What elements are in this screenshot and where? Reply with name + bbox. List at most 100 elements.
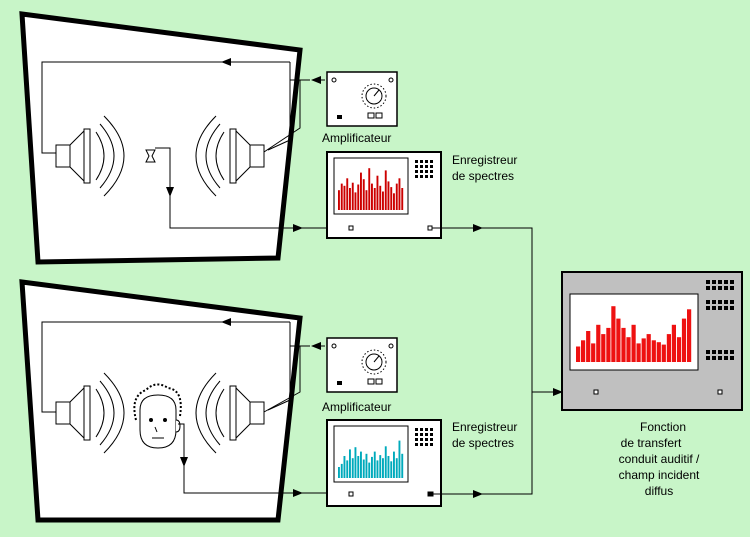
spectrum-bar	[354, 447, 357, 478]
spectrum-bar	[591, 343, 596, 362]
spectrum-bar	[676, 337, 682, 362]
keypad-key	[425, 428, 428, 431]
keypad-key	[425, 438, 428, 441]
spectrum-bar	[390, 187, 393, 210]
spectrum-bar	[401, 453, 404, 478]
spectrum-bar	[365, 190, 368, 210]
keypad-key	[730, 280, 734, 284]
keypad-key	[420, 170, 423, 173]
keypad-key	[712, 286, 716, 290]
spectrum-bar	[398, 178, 401, 210]
keypad-key	[425, 433, 428, 436]
keypad-key	[724, 356, 728, 360]
spectrum-bar	[338, 467, 340, 478]
spectrum-bar	[357, 456, 360, 478]
spectrum-recorder-top	[326, 151, 442, 239]
amplifier-bottom-label: Amplificateur	[322, 400, 392, 414]
loudspeaker-left-top	[55, 115, 125, 197]
keypad-key	[724, 306, 728, 310]
spectrum-bar	[390, 461, 393, 478]
spectrum-bar	[395, 183, 398, 210]
spectrum-bar	[379, 185, 382, 210]
spectrum-bar	[387, 181, 390, 210]
result-label-1: Fonction	[639, 420, 687, 434]
keypad-key	[420, 428, 423, 431]
spectrum-bar	[666, 334, 671, 362]
spectrum-bar	[346, 460, 349, 478]
keypad-key	[718, 300, 722, 304]
spectrum-bar	[360, 172, 362, 210]
head-with-ear-microphone-icon	[133, 383, 182, 449]
keypad-key	[425, 175, 428, 178]
keypad-key	[430, 160, 433, 163]
spectrum-bar	[586, 331, 591, 362]
bottom-room-wiring	[41, 318, 325, 413]
keypad-key	[730, 306, 734, 310]
keypad-key	[724, 286, 728, 290]
loudspeaker-right-top	[195, 115, 265, 197]
spectrum-bar	[393, 193, 395, 210]
amplifier-bottom	[326, 337, 398, 393]
spectrum-bar	[349, 449, 351, 478]
keypad-key	[706, 306, 710, 310]
keypad-key	[430, 165, 433, 168]
keypad-key	[724, 300, 728, 304]
keypad-bottom	[415, 428, 433, 446]
keypad-key	[415, 160, 418, 163]
spectrum-bar	[382, 458, 384, 478]
keypad-key	[420, 160, 423, 163]
keypad-key	[706, 280, 710, 284]
spectrum-bar	[636, 343, 641, 362]
spectrum-bar	[371, 456, 373, 478]
spectrum-bars-top	[338, 168, 404, 210]
keypad-key	[420, 438, 423, 441]
spectrum-bar	[616, 318, 621, 362]
keypad-key	[706, 300, 710, 304]
spectrum-bar	[379, 455, 382, 478]
spectrum-bar	[349, 188, 351, 210]
spectrum-bar	[601, 334, 606, 362]
keypad-key	[420, 165, 423, 168]
keypad-key	[718, 286, 722, 290]
keypad-key	[730, 356, 734, 360]
spectrum-bar	[626, 337, 631, 362]
keypad-analyzer	[706, 280, 734, 360]
keypad-key	[430, 175, 433, 178]
spectrum-bar	[362, 179, 365, 210]
result-label-3: conduit auditif /	[618, 452, 700, 466]
keypad-key	[430, 428, 433, 431]
spectrum-bar	[371, 183, 373, 210]
spectrum-bar	[621, 327, 626, 362]
spectrum-bar	[368, 168, 371, 210]
keypad-key	[718, 350, 722, 354]
keypad-key	[425, 443, 428, 446]
spectrum-bar	[354, 192, 357, 210]
spectrum-bar	[401, 188, 404, 210]
top-room-wiring	[41, 58, 325, 154]
keypad-key	[430, 170, 433, 173]
keypad-key	[724, 350, 728, 354]
spectrum-bar	[338, 190, 340, 210]
spectrum-bar	[376, 460, 379, 478]
spectrum-bars-bottom	[338, 440, 404, 478]
keypad-key	[415, 170, 418, 173]
spectrum-bar	[373, 188, 376, 210]
spectrum-bar	[343, 456, 346, 478]
spectrum-bar	[661, 344, 666, 362]
keypad-key	[415, 165, 418, 168]
spectrum-bar	[360, 451, 362, 478]
spectrum-bar	[373, 451, 376, 478]
keypad-key	[420, 443, 423, 446]
spectrum-bar	[656, 342, 661, 362]
keypad-key	[415, 175, 418, 178]
loudspeaker-left-bottom	[55, 372, 125, 454]
keypad-key	[730, 300, 734, 304]
signal-lines	[432, 224, 563, 498]
keypad-top	[415, 160, 433, 178]
spectrum-bar	[357, 184, 360, 210]
spectrum-bar	[351, 458, 354, 478]
keypad-key	[712, 306, 716, 310]
keypad-key	[415, 433, 418, 436]
keypad-key	[730, 350, 734, 354]
